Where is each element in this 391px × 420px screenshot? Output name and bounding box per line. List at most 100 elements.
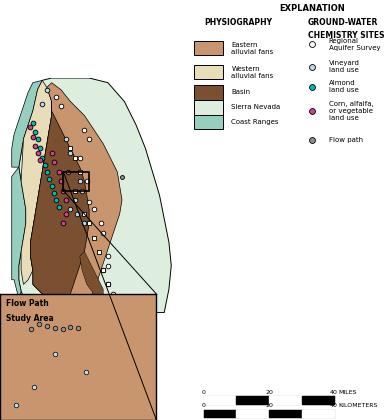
Polygon shape	[12, 167, 26, 299]
Point	[58, 178, 64, 184]
Point	[86, 199, 92, 206]
Text: 40: 40	[330, 390, 338, 395]
Text: PHYSIOGRAPHY: PHYSIOGRAPHY	[204, 18, 273, 27]
Point	[41, 161, 48, 168]
Point	[39, 155, 45, 161]
FancyBboxPatch shape	[194, 85, 223, 100]
Point	[44, 168, 50, 175]
Point	[46, 176, 52, 182]
Text: Almond
land use: Almond land use	[329, 80, 359, 93]
Text: Eastern
alluvial fans: Eastern alluvial fans	[231, 42, 274, 55]
Point	[309, 63, 316, 70]
Point	[100, 267, 106, 274]
Point	[98, 220, 104, 227]
Point	[79, 187, 85, 194]
Point	[105, 281, 111, 288]
Polygon shape	[30, 102, 89, 308]
Point	[53, 93, 59, 100]
Point	[95, 248, 102, 255]
Polygon shape	[21, 80, 52, 284]
Text: MILES: MILES	[338, 390, 357, 395]
Point	[34, 150, 41, 156]
Point	[77, 178, 83, 184]
Text: Vineyard
land use: Vineyard land use	[329, 60, 360, 73]
Point	[28, 326, 34, 333]
Text: CHEMISTRY SITES: CHEMISTRY SITES	[308, 32, 385, 40]
Point	[105, 281, 111, 288]
Point	[27, 124, 34, 131]
Point	[32, 129, 38, 135]
Text: 20: 20	[265, 390, 273, 395]
Point	[105, 262, 111, 269]
Point	[65, 168, 71, 175]
Point	[60, 187, 66, 194]
Point	[31, 384, 38, 391]
Point	[100, 229, 106, 236]
Point	[39, 100, 45, 107]
Polygon shape	[19, 78, 171, 312]
Point	[72, 155, 78, 161]
Point	[56, 204, 62, 210]
Point	[77, 155, 83, 161]
Point	[100, 300, 106, 307]
Text: Sierra Nevada: Sierra Nevada	[231, 104, 281, 110]
Point	[56, 168, 62, 175]
Point	[105, 253, 111, 260]
Bar	[63, 172, 89, 191]
Point	[51, 189, 57, 196]
Text: Basin: Basin	[231, 89, 251, 95]
Point	[100, 267, 106, 274]
FancyBboxPatch shape	[194, 115, 223, 129]
Point	[58, 103, 64, 110]
Point	[72, 187, 78, 194]
Point	[30, 133, 36, 140]
Text: Study Area: Study Area	[6, 314, 54, 323]
Point	[13, 402, 19, 408]
Point	[309, 84, 316, 90]
Text: 20: 20	[265, 403, 273, 408]
Point	[36, 321, 42, 328]
Point	[75, 325, 81, 331]
FancyBboxPatch shape	[194, 41, 223, 55]
Point	[77, 168, 83, 175]
Point	[44, 87, 50, 93]
Point	[67, 145, 74, 152]
Point	[109, 291, 116, 297]
Polygon shape	[12, 80, 42, 167]
Point	[34, 136, 41, 142]
Point	[48, 150, 55, 156]
Point	[86, 220, 92, 227]
Point	[59, 326, 66, 333]
Text: Coast Ranges: Coast Ranges	[231, 119, 279, 125]
Point	[81, 220, 88, 227]
Point	[67, 323, 74, 330]
Text: Flow path: Flow path	[329, 137, 363, 144]
Text: 0: 0	[202, 403, 206, 408]
Point	[32, 143, 38, 150]
Text: EXPLANATION: EXPLANATION	[280, 4, 345, 13]
Text: 0: 0	[202, 390, 206, 395]
FancyBboxPatch shape	[194, 100, 223, 115]
Polygon shape	[30, 83, 122, 310]
Point	[86, 136, 92, 142]
Point	[53, 197, 59, 203]
Point	[81, 126, 88, 133]
Point	[51, 159, 57, 166]
Text: Western
alluvial fans: Western alluvial fans	[231, 66, 274, 79]
Point	[72, 197, 78, 203]
Point	[63, 211, 69, 218]
Text: GROUND-WATER: GROUND-WATER	[308, 18, 378, 27]
Point	[37, 145, 43, 152]
Point	[83, 369, 89, 375]
Point	[67, 150, 74, 156]
Point	[309, 137, 316, 144]
Point	[63, 136, 69, 142]
Point	[91, 206, 97, 213]
Point	[81, 211, 88, 218]
Text: 40: 40	[330, 403, 338, 408]
Text: Regional
Aquifer Survey: Regional Aquifer Survey	[329, 38, 380, 51]
Point	[119, 173, 125, 180]
Point	[30, 119, 36, 126]
Point	[309, 108, 316, 114]
Text: Flow Path: Flow Path	[6, 299, 49, 308]
